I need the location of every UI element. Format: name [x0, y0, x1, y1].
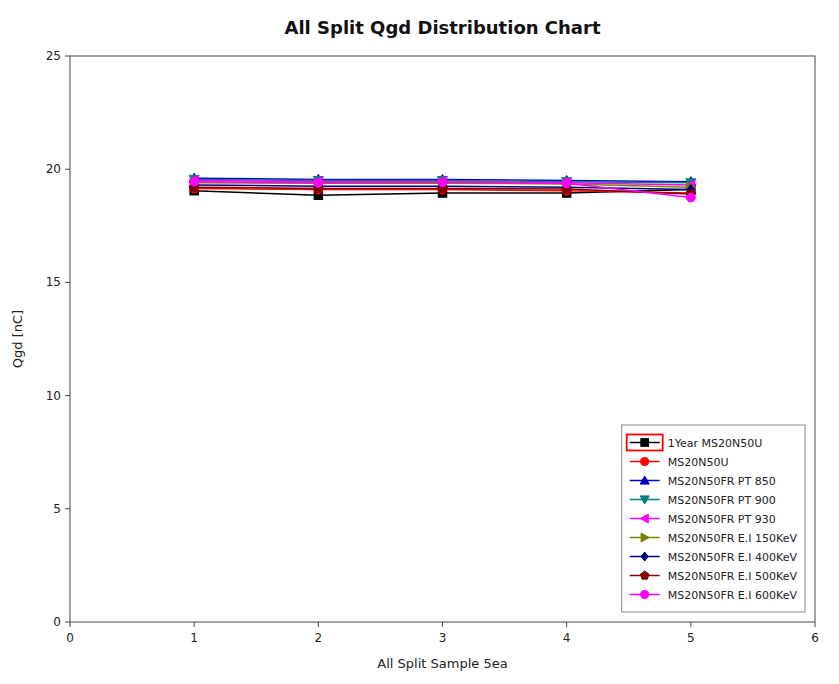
point: [562, 179, 571, 188]
x-tick: [194, 622, 195, 627]
y-tick: [65, 395, 70, 396]
title: All Split Qgd Distribution Chart: [285, 17, 601, 38]
legend-handle: [630, 496, 660, 504]
legend-handle: [630, 514, 660, 523]
legend-label: MS20N50U: [668, 456, 729, 469]
x-tick-label: 0: [66, 631, 74, 645]
legend-label: MS20N50FR PT 930: [668, 513, 776, 526]
legend: 1Year MS20N50U MS20N50U MS20N50FR PT 850 MS…: [622, 425, 805, 612]
legend-handle: [630, 552, 660, 561]
y-tick-label: 10: [46, 389, 61, 403]
legend-label: MS20N50FR PT 850: [668, 475, 776, 488]
x-tick-label: 4: [563, 631, 571, 645]
x-tick: [690, 622, 691, 627]
legend-label: 1Year MS20N50U: [668, 437, 763, 450]
legend-box: [622, 425, 805, 612]
y-tick: [65, 169, 70, 170]
x-tick: [70, 622, 71, 627]
plot-area: [189, 173, 696, 202]
legend-handle: [630, 533, 660, 542]
legend-handle: [630, 439, 660, 447]
y-tick: [65, 622, 70, 623]
y-tick: [65, 508, 70, 509]
legend-label: MS20N50FR E.I 400KeV: [668, 551, 798, 564]
x-tick: [566, 622, 567, 627]
legend-marker: [640, 571, 649, 579]
x-axis-label: All Split Sample 5ea: [377, 656, 507, 671]
legend-handle: [630, 590, 660, 598]
x-tick: [442, 622, 443, 627]
legend-marker: [640, 476, 649, 484]
x-tick: [815, 622, 816, 627]
x-tick-label: 6: [811, 631, 819, 645]
legend-marker: [640, 496, 649, 504]
legend-marker: [641, 552, 648, 561]
point: [686, 193, 695, 202]
y-tick-label: 5: [53, 502, 61, 516]
x-tick-label: 1: [190, 631, 198, 645]
plot-frame: [70, 56, 815, 622]
point: [438, 178, 447, 187]
legend-handle: [630, 571, 660, 579]
legend-handle: [630, 457, 660, 465]
chart: 0 1 2 3 4 5 6 0 5 10 15 20 25 All Split Qgd Distribut…: [0, 0, 839, 684]
x-tick-label: 2: [315, 631, 323, 645]
legend-handle: [630, 476, 660, 484]
legend-label: MS20N50FR E.I 150KeV: [668, 532, 798, 545]
legend-label: MS20N50FR PT 900: [668, 494, 776, 507]
legend-marker: [641, 439, 649, 447]
legend-highlight: [627, 435, 663, 451]
y-tick-label: 15: [46, 275, 61, 289]
x-tick: [318, 622, 319, 627]
legend-marker: [641, 533, 649, 542]
y-tick-label: 20: [46, 162, 61, 176]
legend-marker: [641, 457, 649, 465]
legend-label: MS20N50FR E.I 600KeV: [668, 589, 798, 602]
x-tick-label: 5: [687, 631, 695, 645]
legend-marker: [640, 514, 648, 523]
y-tick-label: 0: [53, 615, 61, 629]
y-tick: [65, 56, 70, 57]
legend-marker: [641, 590, 649, 598]
point: [190, 177, 199, 186]
x-tick-label: 3: [439, 631, 447, 645]
point: [314, 178, 323, 187]
y-tick: [65, 282, 70, 283]
point: [189, 176, 198, 186]
y-tick-label: 25: [46, 49, 61, 63]
y-axis-label: Qgd [nC]: [10, 310, 25, 368]
legend-label: MS20N50FR E.I 500KeV: [668, 570, 798, 583]
